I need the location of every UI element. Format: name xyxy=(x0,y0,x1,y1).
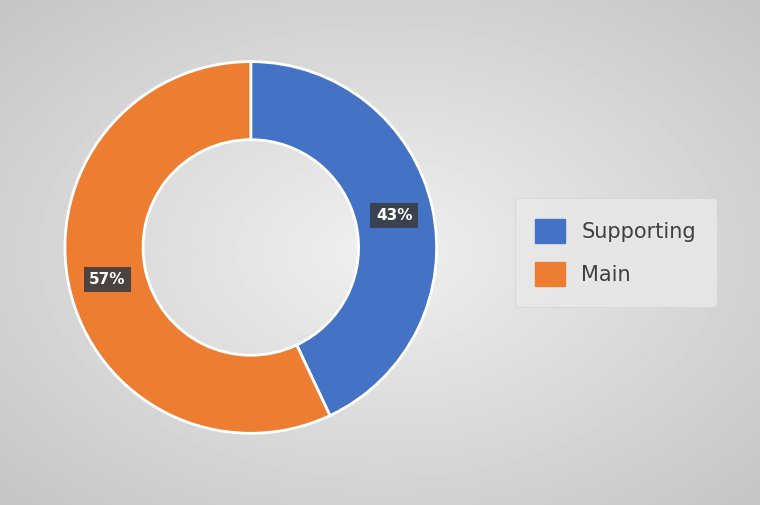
Text: 57%: 57% xyxy=(89,272,125,287)
Wedge shape xyxy=(65,62,330,433)
Text: 43%: 43% xyxy=(376,208,413,223)
Wedge shape xyxy=(251,62,437,416)
Legend: Supporting, Main: Supporting, Main xyxy=(515,198,717,307)
